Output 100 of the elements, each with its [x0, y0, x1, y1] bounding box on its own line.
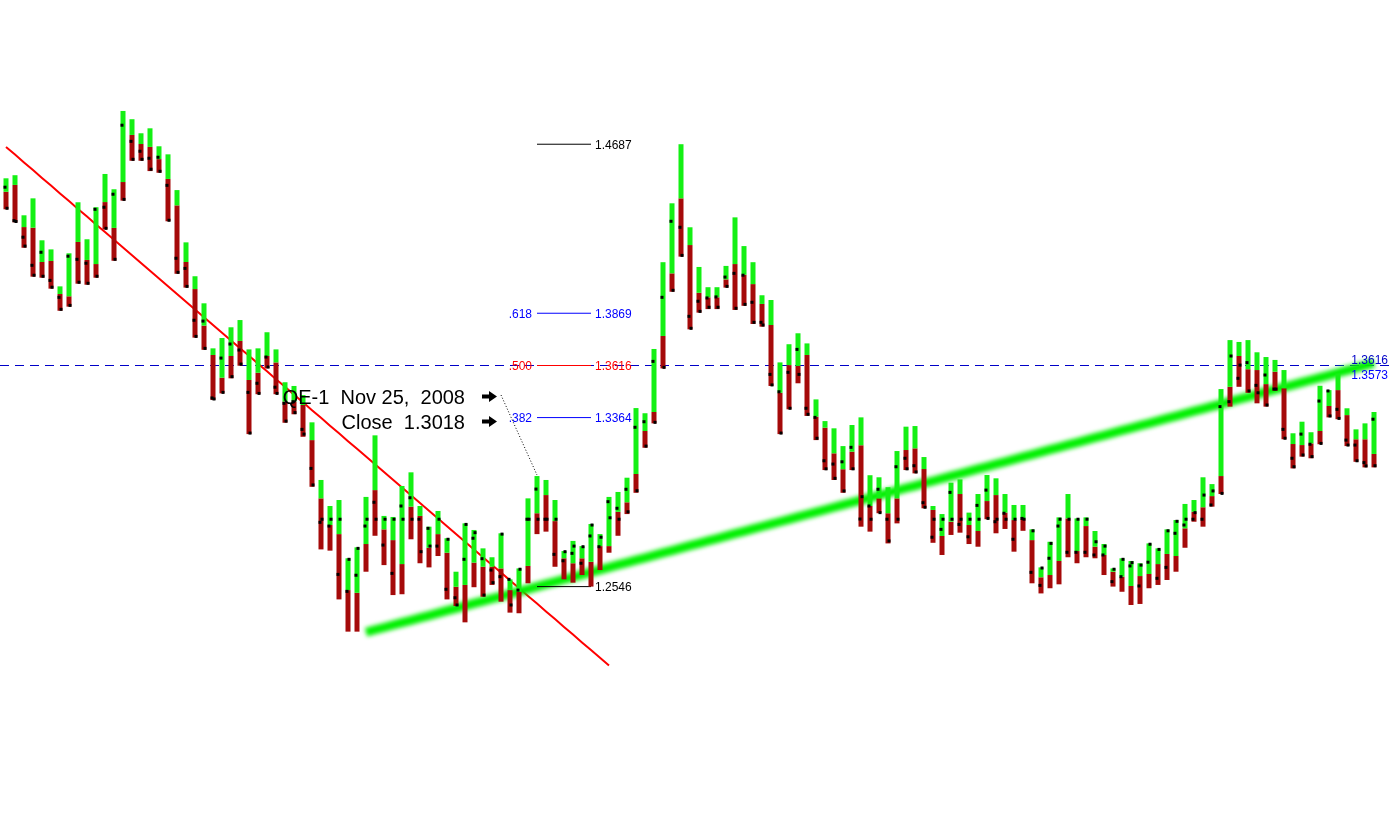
bar — [606, 496, 612, 547]
bar — [1074, 518, 1080, 552]
bar — [813, 399, 819, 417]
bar — [1164, 529, 1170, 554]
bar — [1272, 359, 1278, 372]
bar — [75, 202, 81, 242]
bar — [228, 327, 234, 357]
bar — [795, 333, 801, 366]
bar — [687, 245, 693, 330]
bar — [372, 490, 378, 536]
bar — [876, 477, 882, 499]
bar — [408, 506, 414, 540]
bar — [345, 558, 351, 591]
bar — [777, 392, 783, 435]
bar — [129, 119, 135, 135]
bar — [804, 343, 810, 355]
bar — [1173, 520, 1179, 557]
bar — [1155, 564, 1161, 585]
bar — [480, 548, 486, 567]
bar — [534, 513, 540, 535]
bar — [633, 473, 639, 493]
bar — [543, 479, 549, 496]
bar — [894, 498, 900, 524]
bar — [1173, 556, 1179, 572]
bar — [1353, 429, 1359, 440]
bar — [525, 498, 531, 566]
bar — [930, 506, 936, 510]
bar — [957, 494, 963, 533]
bar — [381, 529, 387, 566]
bar — [444, 552, 450, 600]
bar — [759, 295, 765, 304]
bar — [1101, 554, 1107, 576]
bar — [570, 563, 576, 583]
bar — [687, 227, 693, 246]
bar — [219, 338, 225, 378]
ref-line-label: 1.3616 — [1351, 352, 1389, 367]
bar — [1281, 370, 1287, 389]
bar — [336, 534, 342, 600]
bar — [786, 344, 792, 366]
bar — [1326, 390, 1332, 407]
bar — [903, 426, 909, 451]
bar — [219, 377, 225, 394]
bar — [822, 427, 828, 471]
series-label: .382 — [508, 410, 533, 425]
bar — [1317, 431, 1323, 445]
bar — [498, 533, 504, 569]
bar — [480, 566, 486, 597]
bar — [1218, 389, 1224, 477]
bar — [975, 531, 981, 547]
bar — [777, 362, 783, 393]
bar — [921, 457, 927, 470]
bar — [1263, 384, 1269, 407]
bar — [435, 510, 441, 535]
bar — [399, 485, 405, 565]
bar — [1290, 433, 1296, 445]
bar — [660, 335, 666, 369]
bar — [30, 198, 36, 228]
bar — [237, 320, 243, 341]
bar — [201, 303, 207, 326]
bar — [435, 534, 441, 557]
bar — [840, 469, 846, 493]
bar — [246, 349, 252, 380]
bar — [264, 332, 270, 357]
bar — [534, 476, 540, 514]
bar — [309, 422, 315, 441]
bar — [327, 506, 333, 526]
bar — [741, 246, 747, 275]
bar — [390, 516, 396, 541]
bar — [1308, 432, 1314, 444]
bar — [183, 242, 189, 262]
bar — [885, 487, 891, 514]
bar — [1128, 585, 1134, 605]
bar — [1281, 388, 1287, 440]
bar — [363, 544, 369, 572]
bar — [876, 498, 882, 514]
bar — [273, 362, 279, 395]
bar — [1011, 504, 1017, 521]
bar — [93, 207, 99, 265]
bar — [741, 274, 747, 306]
bar — [1335, 373, 1341, 391]
bar — [786, 365, 792, 410]
bar — [1065, 494, 1071, 519]
bar — [1020, 504, 1026, 519]
bar — [174, 190, 180, 206]
bar — [984, 475, 990, 502]
bar — [1362, 423, 1368, 440]
bar — [48, 249, 54, 261]
bar — [624, 477, 630, 503]
bar — [111, 227, 117, 261]
bar — [921, 469, 927, 509]
bar — [606, 546, 612, 553]
bar — [336, 500, 342, 535]
bar — [1227, 340, 1233, 387]
bar — [345, 590, 351, 632]
bar — [138, 133, 144, 145]
bar — [948, 482, 954, 522]
bar — [1056, 517, 1062, 561]
bar — [147, 128, 153, 147]
bar — [858, 417, 864, 446]
bar — [390, 540, 396, 596]
